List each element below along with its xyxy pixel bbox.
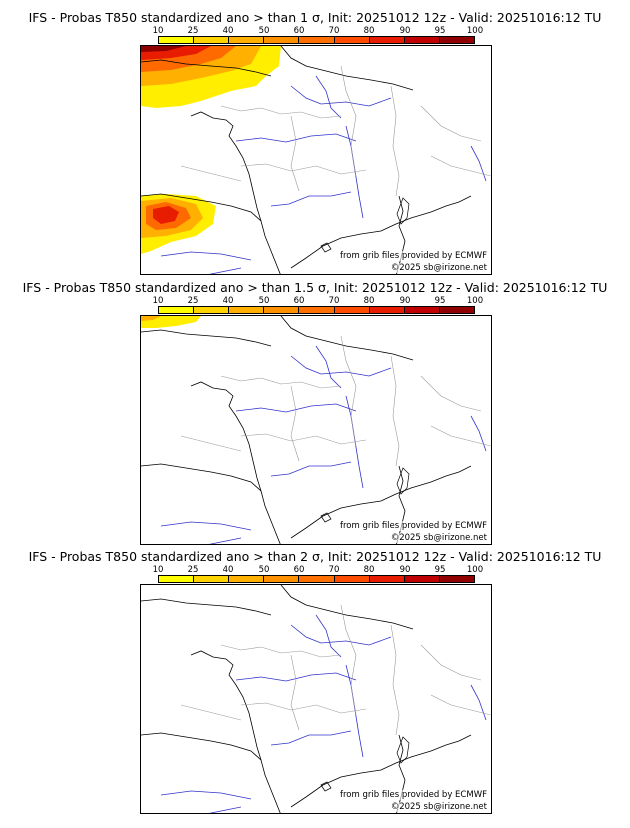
colorbar-segment bbox=[369, 307, 405, 313]
coastline bbox=[141, 585, 472, 813]
colorbar-segment bbox=[334, 307, 370, 313]
colorbar-tick: 70 bbox=[328, 296, 340, 306]
probability-map: from grib files provided by ECMWF ©2025 … bbox=[140, 315, 492, 545]
colorbar-segment bbox=[264, 307, 300, 313]
source-credit: from grib files provided by ECMWF bbox=[340, 790, 487, 800]
source-credit: from grib files provided by ECMWF bbox=[340, 521, 487, 531]
colorbar-bar bbox=[158, 36, 475, 44]
colorbar-segment bbox=[159, 576, 195, 582]
colorbar-segment bbox=[194, 576, 230, 582]
colorbar-bar bbox=[158, 306, 475, 314]
river bbox=[160, 345, 487, 544]
colorbar-segment bbox=[264, 37, 300, 43]
copyright-credit: ©2025 sb@irizone.net bbox=[390, 533, 487, 543]
colorbar-tick: 95 bbox=[434, 26, 446, 36]
colorbar-segment bbox=[334, 37, 370, 43]
colorbar-segment bbox=[369, 37, 405, 43]
colorbar-tick: 60 bbox=[293, 296, 305, 306]
colorbar-segment bbox=[369, 576, 405, 582]
panel-title: IFS - Probas T850 standardized ano > tha… bbox=[28, 549, 602, 564]
colorbar-bar bbox=[158, 575, 475, 583]
panel-2: IFS - Probas T850 standardized ano > tha… bbox=[0, 280, 630, 550]
colorbar-tick: 60 bbox=[293, 565, 305, 575]
colorbar-tick: 40 bbox=[222, 26, 234, 36]
colorbar-tick: 25 bbox=[187, 26, 199, 36]
panel-1: IFS - Probas T850 standardized ano > tha… bbox=[0, 10, 630, 280]
colorbar-segment bbox=[404, 576, 440, 582]
colorbar-segment bbox=[159, 307, 195, 313]
border bbox=[180, 335, 491, 467]
colorbar: 10 25 40 50 60 70 80 90 95 100 bbox=[153, 565, 483, 585]
panel-title: IFS - Probas T850 standardized ano > tha… bbox=[22, 280, 608, 295]
island bbox=[320, 467, 410, 523]
colorbar-tick: 95 bbox=[434, 565, 446, 575]
colorbar-tick: 25 bbox=[187, 565, 199, 575]
colorbar-segment bbox=[439, 307, 474, 313]
probability-area-southwest bbox=[141, 194, 216, 254]
probability-area-north bbox=[141, 316, 201, 328]
colorbar-tick: 40 bbox=[222, 565, 234, 575]
colorbar-tick: 90 bbox=[399, 296, 411, 306]
colorbar-tick: 10 bbox=[152, 26, 164, 36]
colorbar-segment bbox=[404, 307, 440, 313]
copyright-credit: ©2025 sb@irizone.net bbox=[390, 802, 487, 812]
colorbar-tick: 25 bbox=[187, 296, 199, 306]
colorbar-tick: 90 bbox=[399, 565, 411, 575]
colorbar-segment bbox=[404, 37, 440, 43]
colorbar-segment bbox=[194, 37, 230, 43]
colorbar-segment bbox=[299, 576, 335, 582]
colorbar-segment bbox=[439, 37, 474, 43]
source-credit: from grib files provided by ECMWF bbox=[340, 251, 487, 261]
coastline bbox=[141, 316, 472, 544]
probability-map: from grib files provided by ECMWF ©2025 … bbox=[140, 45, 492, 275]
colorbar-tick: 10 bbox=[152, 296, 164, 306]
colorbar-segment bbox=[229, 307, 265, 313]
colorbar-tick: 40 bbox=[222, 296, 234, 306]
colorbar-tick: 80 bbox=[363, 565, 375, 575]
colorbar-tick: 100 bbox=[466, 26, 484, 36]
colorbar-segment bbox=[194, 307, 230, 313]
colorbar-tick: 70 bbox=[328, 565, 340, 575]
colorbar-tick: 50 bbox=[258, 26, 270, 36]
island bbox=[320, 736, 410, 792]
colorbar-tick: 70 bbox=[328, 26, 340, 36]
colorbar-segment bbox=[159, 37, 195, 43]
probability-map: from grib files provided by ECMWF ©2025 … bbox=[140, 584, 492, 814]
river bbox=[160, 75, 487, 274]
colorbar-tick: 80 bbox=[363, 26, 375, 36]
island bbox=[320, 197, 410, 253]
colorbar-segment bbox=[299, 37, 335, 43]
copyright-credit: ©2025 sb@irizone.net bbox=[390, 263, 487, 273]
panel-3: IFS - Probas T850 standardized ano > tha… bbox=[0, 549, 630, 819]
colorbar-tick: 100 bbox=[466, 296, 484, 306]
panel-title: IFS - Probas T850 standardized ano > tha… bbox=[28, 10, 602, 25]
probability-area-north bbox=[141, 46, 281, 108]
colorbar-segment bbox=[264, 576, 300, 582]
border bbox=[180, 604, 491, 736]
colorbar-segment bbox=[439, 576, 474, 582]
colorbar-tick: 95 bbox=[434, 296, 446, 306]
colorbar-segment bbox=[334, 576, 370, 582]
border bbox=[180, 65, 491, 197]
colorbar-tick: 50 bbox=[258, 565, 270, 575]
coastline bbox=[141, 46, 472, 274]
colorbar-segment bbox=[229, 576, 265, 582]
colorbar-tick: 100 bbox=[466, 565, 484, 575]
colorbar-tick: 50 bbox=[258, 296, 270, 306]
colorbar-tick: 90 bbox=[399, 26, 411, 36]
colorbar: 10 25 40 50 60 70 80 90 95 100 bbox=[153, 26, 483, 46]
colorbar: 10 25 40 50 60 70 80 90 95 100 bbox=[153, 296, 483, 316]
colorbar-tick: 10 bbox=[152, 565, 164, 575]
colorbar-tick: 60 bbox=[293, 26, 305, 36]
river bbox=[160, 614, 487, 813]
colorbar-segment bbox=[229, 37, 265, 43]
colorbar-tick: 80 bbox=[363, 296, 375, 306]
colorbar-segment bbox=[299, 307, 335, 313]
